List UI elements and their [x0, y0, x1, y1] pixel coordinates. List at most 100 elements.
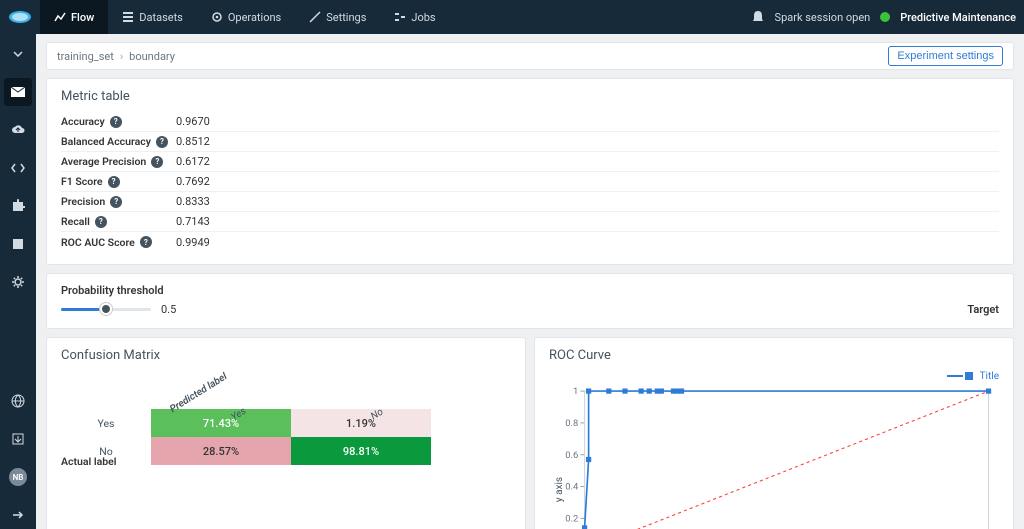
side-gear[interactable] [4, 268, 32, 296]
nav-jobs[interactable]: Jobs [380, 0, 449, 34]
side-expand[interactable] [4, 40, 32, 68]
arrow-right-icon [12, 510, 24, 520]
metric-row: Accuracy?0.9670 [61, 112, 999, 132]
metric-label: Average Precision? [61, 155, 176, 168]
confusion-title: Confusion Matrix [61, 348, 511, 363]
jobs-icon [394, 11, 406, 23]
metric-label: ROC AUC Score? [61, 236, 176, 249]
metric-row: ROC AUC Score?0.9949 [61, 232, 999, 252]
nav-label: Datasets [139, 11, 183, 24]
metric-label: Accuracy? [61, 115, 176, 128]
top-nav: Flow Datasets Operations Settings Jobs [40, 0, 450, 34]
help-icon[interactable]: ? [110, 116, 122, 128]
help-icon[interactable]: ? [110, 196, 122, 208]
nav-settings[interactable]: Settings [295, 0, 380, 34]
block-icon [12, 238, 24, 250]
side-globe[interactable] [4, 387, 32, 415]
crumb-current: boundary [129, 50, 175, 63]
bell-icon[interactable] [751, 10, 765, 24]
spark-status: Spark session open [775, 11, 871, 24]
roc-legend: Title [549, 371, 999, 382]
cm-cell: 98.81% [291, 437, 431, 465]
sidebar: NB [0, 34, 36, 529]
metric-label: Balanced Accuracy? [61, 135, 176, 148]
experiment-settings-button[interactable]: Experiment settings [888, 46, 1003, 66]
operations-icon [211, 11, 223, 23]
project-name[interactable]: Predictive Maintenance [900, 11, 1016, 24]
side-arrow[interactable] [4, 501, 32, 529]
nav-label: Settings [326, 11, 366, 24]
slider-thumb[interactable] [100, 303, 112, 315]
metric-row: F1 Score?0.7692 [61, 172, 999, 192]
confusion-panel: Confusion Matrix Actual label Predicted … [46, 337, 526, 529]
metric-table-panel: Metric table Accuracy?0.9670Balanced Acc… [46, 78, 1014, 265]
settings-icon [309, 11, 321, 23]
side-mail[interactable] [4, 78, 32, 106]
cm-row-label: Yes [61, 409, 151, 437]
svg-text:0.6: 0.6 [565, 450, 578, 461]
side-upload[interactable] [4, 116, 32, 144]
puzzle-icon [11, 199, 25, 213]
help-icon[interactable]: ? [151, 156, 163, 168]
metric-row: Average Precision?0.6172 [61, 152, 999, 172]
flow-icon [54, 11, 66, 23]
threshold-value: 0.5 [161, 303, 176, 316]
side-export[interactable] [4, 425, 32, 453]
main: training_set › boundary Experiment setti… [36, 34, 1024, 529]
metric-value: 0.6172 [176, 155, 210, 168]
cm-cell: 1.19% [291, 409, 431, 437]
threshold-title: Probability threshold [61, 284, 176, 297]
logo-icon [8, 9, 32, 25]
mail-icon [11, 87, 25, 97]
crumb-sep-icon: › [120, 50, 123, 63]
side-block[interactable] [4, 230, 32, 258]
datasets-icon [122, 11, 134, 23]
help-icon[interactable]: ? [156, 136, 168, 148]
nav-flow[interactable]: Flow [40, 0, 108, 34]
cm-cell: 28.57% [151, 437, 291, 465]
metric-row: Balanced Accuracy?0.8512 [61, 132, 999, 152]
cm-actual-label: Actual label [61, 455, 117, 468]
nav-operations[interactable]: Operations [197, 0, 295, 34]
topbar-right: Spark session open Predictive Maintenanc… [751, 10, 1016, 24]
svg-text:0.4: 0.4 [565, 482, 579, 493]
breadcrumb: training_set › boundary Experiment setti… [46, 42, 1014, 70]
side-puzzle[interactable] [4, 192, 32, 220]
nav-datasets[interactable]: Datasets [108, 0, 197, 34]
nb-badge: NB [9, 468, 27, 486]
metric-label: Recall? [61, 215, 176, 228]
threshold-panel: Probability threshold 0.5 Target [46, 273, 1014, 329]
nav-label: Flow [71, 11, 94, 24]
side-code[interactable] [4, 154, 32, 182]
roc-panel: ROC Curve Title y axis 00.20.40.60.8100.… [534, 337, 1014, 529]
topbar: Flow Datasets Operations Settings Jobs S… [0, 0, 1024, 34]
metric-value: 0.9670 [176, 115, 210, 128]
target-label[interactable]: Target [967, 303, 999, 316]
chevron-down-icon [13, 51, 23, 57]
metric-value: 0.8512 [176, 135, 210, 148]
roc-chart: 00.20.40.60.8100.20.40.60.81 [549, 384, 999, 529]
export-icon [11, 432, 25, 446]
metric-row: Precision?0.8333 [61, 192, 999, 212]
svg-text:0.8: 0.8 [565, 418, 578, 429]
help-icon[interactable]: ? [108, 176, 120, 188]
help-icon[interactable]: ? [140, 236, 152, 248]
svg-text:0.2: 0.2 [565, 513, 578, 524]
metric-label: Precision? [61, 195, 176, 208]
help-icon[interactable]: ? [95, 216, 107, 228]
metric-value: 0.8333 [176, 195, 210, 208]
metric-value: 0.7692 [176, 175, 210, 188]
gear-icon [11, 275, 25, 289]
side-notebook[interactable]: NB [4, 463, 32, 491]
metric-label: F1 Score? [61, 175, 176, 188]
svg-text:1: 1 [573, 386, 578, 397]
metric-value: 0.9949 [176, 236, 210, 249]
roc-title: ROC Curve [549, 348, 999, 363]
threshold-slider[interactable] [61, 308, 151, 311]
globe-icon [11, 394, 25, 408]
metric-table-title: Metric table [61, 89, 999, 104]
crumb-dataset[interactable]: training_set [57, 50, 114, 63]
cloud-upload-icon [11, 124, 25, 136]
roc-ylabel: y axis [554, 477, 565, 502]
metric-value: 0.7143 [176, 215, 210, 228]
